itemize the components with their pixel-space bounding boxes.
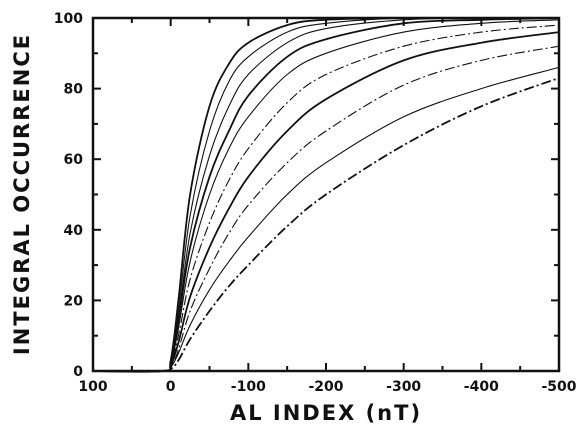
curve-5 (92, 19, 560, 373)
x-tick-label: -200 (308, 379, 343, 395)
y-tick-labels: 0 20 40 60 80 100 (54, 11, 83, 380)
y-tick-label: 100 (54, 11, 83, 27)
y-axis-label: INTEGRAL OCCURRENCE (10, 33, 34, 355)
curve-7 (92, 31, 560, 373)
curve-8 (92, 45, 560, 372)
x-tick-label: -400 (464, 379, 499, 395)
x-axis-label: AL INDEX (nT) (230, 401, 422, 425)
x-tick-label: -500 (541, 379, 576, 395)
curve-9 (92, 66, 560, 372)
curve-6 (92, 24, 560, 373)
x-tick-label: -300 (386, 379, 421, 395)
y-tick-label: 40 (64, 223, 84, 239)
y-tick-label: 20 (64, 293, 84, 309)
x-tick-label: -100 (231, 379, 266, 395)
x-tick-labels: 100 0 -100 -200 -300 -400 -500 (78, 379, 576, 395)
tick-marks (92, 17, 560, 372)
y-tick-label: 60 (64, 152, 84, 168)
curve-10 (92, 77, 560, 373)
x-tick-label: 100 (78, 379, 107, 395)
y-tick-label: 0 (73, 364, 83, 380)
y-tick-label: 80 (64, 82, 84, 98)
x-tick-label: 0 (166, 379, 176, 395)
curves-layer (92, 16, 560, 373)
